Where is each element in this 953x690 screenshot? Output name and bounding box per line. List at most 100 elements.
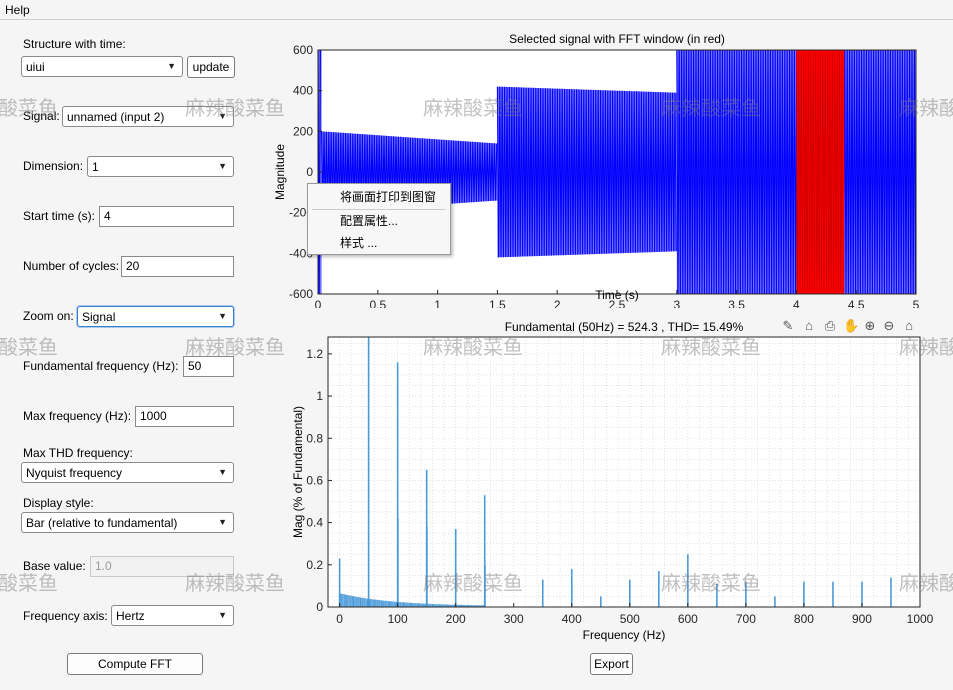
- fft-x-tick-label: 800: [794, 612, 814, 626]
- signal-x-tick-label: 1.5: [489, 298, 506, 308]
- signal-dropdown[interactable]: unnamed (input 2) ▼: [62, 106, 234, 127]
- frequency-axis-dropdown-value: Hertz: [116, 609, 145, 623]
- data-tips-icon[interactable]: ⌂: [805, 318, 813, 333]
- fft-harmonic-bar: [745, 581, 747, 607]
- menu-bar: Help: [0, 0, 953, 20]
- display-style-dropdown[interactable]: Bar (relative to fundamental) ▼: [21, 512, 234, 533]
- fft-plot-xlabel: Frequency (Hz): [583, 628, 666, 642]
- signal-dropdown-value: unnamed (input 2): [67, 110, 165, 124]
- fft-harmonic-bar: [803, 581, 805, 607]
- fft-harmonic-bar: [426, 526, 428, 607]
- fft-harmonic-bar: [367, 337, 370, 607]
- fft-plot[interactable]: Fundamental (50Hz) = 524.3 , THD= 15.49%…: [260, 315, 940, 645]
- fundamental-input[interactable]: 50: [183, 356, 234, 377]
- signal-x-tick-label: 3.5: [728, 298, 745, 308]
- fft-y-tick-label: 1.2: [306, 347, 323, 361]
- fft-harmonic-bar: [484, 564, 486, 607]
- pan-icon[interactable]: ✋: [843, 318, 860, 333]
- context-menu-properties[interactable]: 配置属性...: [340, 214, 399, 228]
- dimension-dropdown[interactable]: 1 ▼: [87, 156, 234, 177]
- chevron-down-icon: ▼: [218, 467, 227, 477]
- brush-icon[interactable]: ✎: [782, 318, 794, 333]
- menu-help[interactable]: Help: [5, 3, 30, 17]
- fft-plot-frame: [327, 336, 921, 608]
- fft-y-tick-label: 0.4: [306, 516, 323, 530]
- signal-x-tick-label: 1: [434, 298, 441, 308]
- fft-y-tick-label: 0: [316, 600, 323, 614]
- display-style-dropdown-value: Bar (relative to fundamental): [26, 516, 178, 530]
- cycles-input[interactable]: 20: [121, 256, 234, 277]
- zoom-label: Zoom on:: [23, 309, 74, 323]
- signal-label: Signal:: [23, 109, 60, 123]
- fft-x-tick-label: 0: [336, 612, 343, 626]
- fft-y-tick-label: 0.2: [306, 558, 323, 572]
- context-menu-style[interactable]: 样式 ...: [340, 236, 378, 250]
- signal-x-tick-label: 5: [913, 298, 920, 308]
- fft-x-tick-label: 200: [446, 612, 466, 626]
- export-button[interactable]: Export: [590, 653, 633, 675]
- max-frequency-input[interactable]: 1000: [135, 406, 234, 427]
- fft-plot-title: Fundamental (50Hz) = 524.3 , THD= 15.49%: [505, 320, 744, 334]
- max-frequency-label: Max frequency (Hz):: [23, 409, 132, 423]
- fundamental-label: Fundamental frequency (Hz):: [23, 359, 179, 373]
- fft-harmonic-bar: [687, 554, 689, 607]
- zoom-in-icon[interactable]: ⊕: [864, 318, 876, 333]
- export-icon[interactable]: ⎙: [824, 318, 836, 333]
- max-thd-label: Max THD frequency:: [23, 446, 133, 460]
- context-menu: 将画面打印到图窗 配置属性... 样式 ...: [307, 183, 451, 255]
- base-value-label: Base value:: [23, 559, 86, 573]
- dimension-label: Dimension:: [23, 159, 84, 173]
- fft-y-tick-label: 0.8: [306, 431, 323, 445]
- start-time-label: Start time (s):: [23, 209, 96, 223]
- display-style-label: Display style:: [23, 496, 94, 510]
- fft-x-tick-label: 400: [562, 612, 582, 626]
- chevron-down-icon: ▼: [218, 161, 227, 171]
- home-icon[interactable]: ⌂: [905, 318, 913, 333]
- fft-x-tick-label: 600: [678, 612, 698, 626]
- fft-harmonic-bar: [338, 558, 341, 607]
- fft-harmonic-bar: [397, 518, 399, 607]
- compute-fft-button[interactable]: Compute FFT: [67, 653, 203, 675]
- signal-x-tick-label: 0: [315, 298, 322, 308]
- signal-x-tick-label: 0.5: [369, 298, 386, 308]
- fft-y-tick-label: 0.6: [306, 473, 323, 487]
- structure-dropdown[interactable]: uiui ▼: [21, 56, 183, 77]
- fft-harmonic-bar: [832, 581, 834, 607]
- fft-x-tick-label: 300: [504, 612, 524, 626]
- zoom-dropdown-value: Signal: [82, 310, 116, 324]
- fft-harmonic-bar: [454, 528, 457, 607]
- fft-harmonic-bar: [890, 577, 892, 607]
- context-menu-print-to-figure[interactable]: 将画面打印到图窗: [340, 190, 437, 204]
- max-thd-dropdown-value: Nyquist frequency: [26, 466, 123, 480]
- update-button[interactable]: update: [187, 56, 235, 78]
- fft-window-trace: [796, 51, 844, 293]
- fft-harmonic-bar: [483, 495, 486, 607]
- fft-plot-background: [328, 337, 920, 607]
- fft-harmonic-bar: [629, 579, 631, 607]
- signal-x-tick-label: 4.5: [848, 298, 865, 308]
- dimension-dropdown-value: 1: [92, 160, 99, 174]
- base-value-input: 1.0: [90, 556, 234, 577]
- start-time-input[interactable]: 4: [99, 206, 234, 227]
- structure-label: Structure with time:: [23, 37, 126, 51]
- chevron-down-icon: ▼: [218, 311, 227, 321]
- chevron-down-icon: ▼: [218, 517, 227, 527]
- signal-plot-xlabel: Time (s): [595, 288, 639, 302]
- context-menu-separator: [312, 209, 446, 210]
- structure-dropdown-value: uiui: [26, 60, 45, 74]
- signal-y-tick-label: -600: [289, 287, 313, 301]
- fft-harmonic-bar: [599, 596, 602, 607]
- fft-plot-ylabel: Mag (% of Fundamental): [291, 406, 305, 538]
- chevron-down-icon: ▼: [218, 610, 227, 620]
- fft-y-tick-label: 1: [316, 389, 323, 403]
- signal-plot[interactable]: Selected signal with FFT window (in red)…: [260, 28, 940, 308]
- zoom-out-icon[interactable]: ⊖: [883, 318, 895, 333]
- fft-harmonic-bar: [861, 581, 863, 607]
- zoom-dropdown[interactable]: Signal ▼: [77, 306, 234, 327]
- signal-x-tick-label: 4: [793, 298, 800, 308]
- fft-x-tick-label: 100: [388, 612, 408, 626]
- frequency-axis-dropdown[interactable]: Hertz ▼: [111, 605, 234, 626]
- signal-y-tick-label: 0: [306, 165, 313, 179]
- fft-x-tick-label: 500: [620, 612, 640, 626]
- max-thd-dropdown[interactable]: Nyquist frequency ▼: [21, 462, 234, 483]
